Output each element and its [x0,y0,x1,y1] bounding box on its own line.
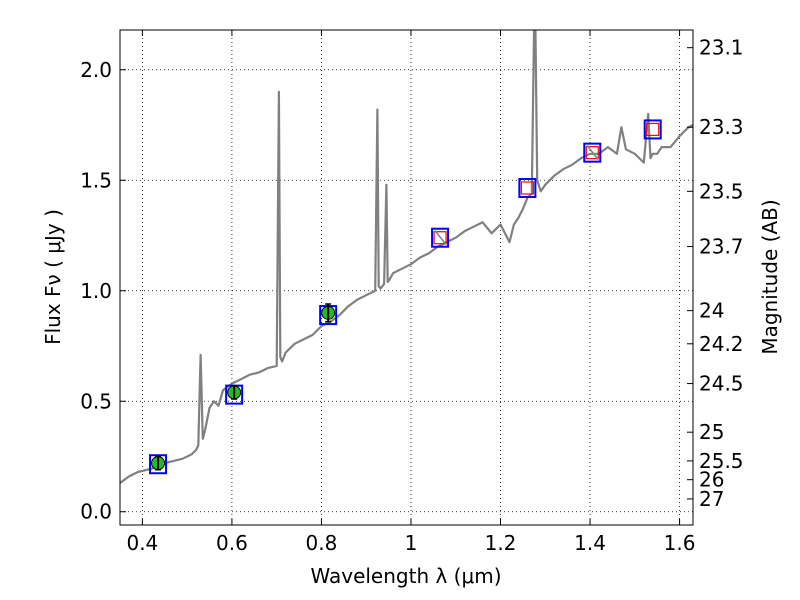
y2-tick-label: 24.2 [699,332,744,356]
x-tick-label: 1.2 [485,531,517,555]
photometry-box [643,119,662,140]
model-photometry-marker [646,122,660,137]
model-line-segment [434,230,447,246]
axis-ticks: 0.4 0.6 0.8 1 1.2 1.4 1.6 0.0 0.5 1.0 1.5 2.0 23.1 23… [80,30,744,555]
model-spectrum-line [120,30,693,484]
y-tick-label: 1.5 [80,168,112,192]
y2-tick-label: 23.5 [699,179,744,203]
y2-tick-label: 24.5 [699,372,744,396]
y2-axis-label: Magnitude (AB) [758,199,782,354]
y-tick-label: 0.5 [80,389,112,413]
photometry-box [431,227,450,248]
plot-area [120,30,693,484]
y-axis-label: Flux Fν ( μJy ) [41,209,65,345]
y2-tick-label: 26 [699,468,724,492]
x-tick-label: 0.4 [126,531,158,555]
y-tick-label: 0.0 [80,500,112,524]
y2-tick-label: 27 [699,487,724,511]
x-axis-label: Wavelength λ (μm) [310,564,501,588]
model-photometry-marker [585,146,599,160]
x-tick-label: 1.6 [664,531,696,555]
y-tick-label: 2.0 [80,58,112,82]
x-tick-label: 0.6 [216,531,248,555]
y2-tick-label: 23.1 [699,36,744,60]
plot-frame [119,29,694,526]
photometry-box [149,454,168,475]
y-tick-label: 1.0 [80,279,112,303]
x-tick-label: 1 [405,531,418,555]
grid-lines [120,30,693,525]
x-tick-label: 1.4 [574,531,606,555]
y2-tick-label: 23.3 [699,115,744,139]
y2-tick-label: 25.5 [699,449,744,473]
x-tick-label: 0.8 [306,531,338,555]
model-photometry-marker [520,181,534,195]
y2-tick-label: 25 [699,420,724,444]
plot-series [120,30,693,484]
model-line-segment [586,145,599,161]
model-photometry-marker [433,231,447,245]
photometry-box [583,142,602,163]
y2-tick-label: 23.7 [699,235,744,259]
photometry-box [518,178,537,199]
y2-tick-label: 24 [699,299,724,323]
